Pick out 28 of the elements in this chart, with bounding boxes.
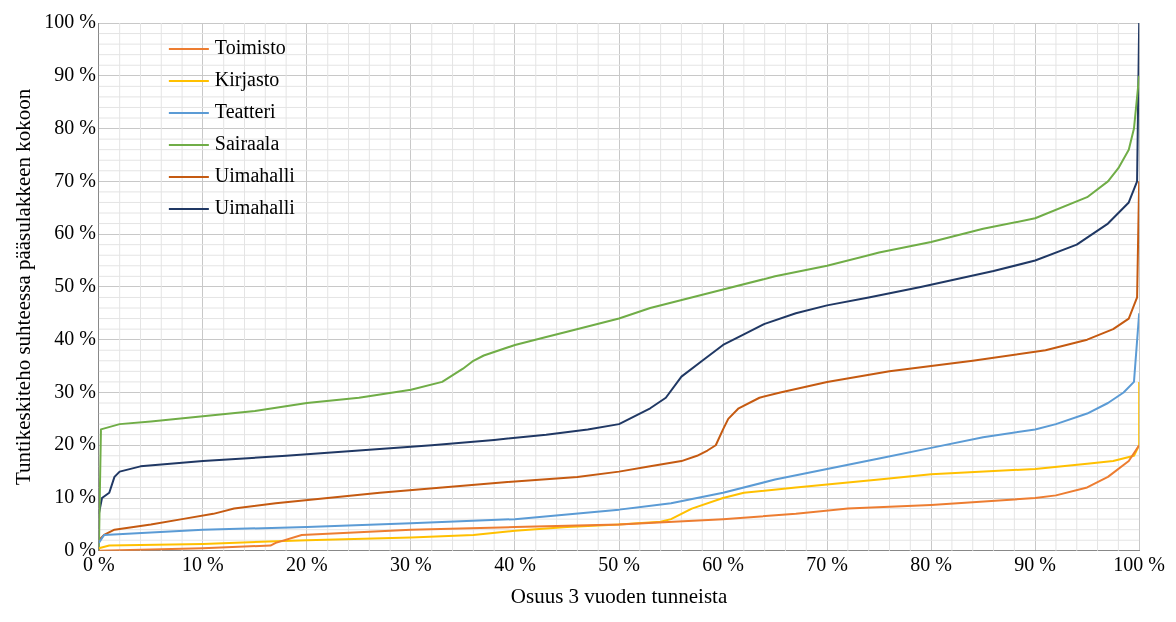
y-tick-label: 100 % bbox=[44, 10, 96, 33]
x-tick-label: 30 % bbox=[390, 553, 432, 576]
x-tick-label: 40 % bbox=[494, 553, 536, 576]
y-tick-label: 80 % bbox=[54, 115, 96, 138]
legend-label: Teatteri bbox=[214, 100, 277, 123]
y-tick-label: 50 % bbox=[54, 274, 96, 297]
x-tick-label: 10 % bbox=[182, 553, 224, 576]
legend-label: Uimahalli bbox=[214, 164, 296, 187]
x-tick-label: 60 % bbox=[702, 553, 744, 576]
y-tick-label: 30 % bbox=[54, 379, 96, 402]
legend-label: Sairaala bbox=[214, 132, 280, 155]
x-axis-title: Osuus 3 vuoden tunneista bbox=[510, 583, 728, 608]
y-tick-label: 40 % bbox=[54, 326, 96, 349]
legend-label: Kirjasto bbox=[214, 68, 280, 92]
legend-label: Toimisto bbox=[214, 36, 286, 59]
x-tick-label: 80 % bbox=[910, 553, 952, 576]
y-tick-label: 60 % bbox=[54, 221, 96, 244]
y-tick-label: 70 % bbox=[54, 168, 96, 191]
y-tick-label: 20 % bbox=[54, 432, 96, 455]
y-axis-title: Tuntikeskiteho suhteessa pääsulakkeen kokoon bbox=[11, 88, 36, 486]
x-tick-label: 100 % bbox=[1113, 553, 1166, 576]
x-tick-label: 20 % bbox=[286, 553, 328, 576]
x-tick-label: 90 % bbox=[1014, 553, 1056, 576]
y-tick-label: 10 % bbox=[54, 485, 96, 508]
legend-label: Uimahalli bbox=[214, 196, 296, 219]
x-tick-label: 50 % bbox=[598, 553, 640, 576]
x-tick-label: 70 % bbox=[806, 553, 848, 576]
y-tick-label: 90 % bbox=[54, 63, 96, 86]
